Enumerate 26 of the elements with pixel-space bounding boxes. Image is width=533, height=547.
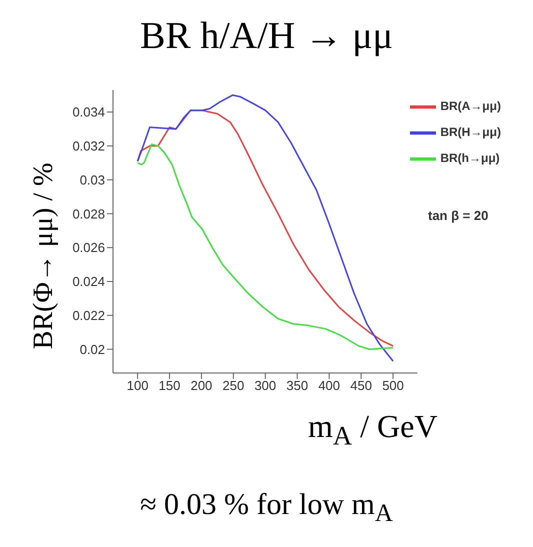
y-tick-label: 0.028 xyxy=(72,206,105,222)
chart-title: BR h/A/H → μμ xyxy=(139,14,394,58)
y-tick-label: 0.022 xyxy=(72,308,105,323)
y-tick-label: 0.03 xyxy=(80,172,105,188)
y-tick-label: 0.032 xyxy=(72,138,105,154)
y-tick-label: 0.034 xyxy=(72,104,105,120)
x-tick-label: 400 xyxy=(318,378,340,394)
y-axis-title: BR(Φ→ μμ) / % xyxy=(28,162,60,352)
x-tick-label: 350 xyxy=(286,378,308,394)
x-axis-title: m$_{A}$ / GeV xyxy=(308,408,438,452)
x-tick-label: 250 xyxy=(222,378,244,394)
x-tick-label: 200 xyxy=(190,378,212,394)
x-tick-label: 150 xyxy=(158,378,180,394)
y-tick-label: 0.02 xyxy=(80,342,105,357)
legend-label: BR(H→μμ) xyxy=(440,125,501,140)
legend-label: BR(h→μμ) xyxy=(440,151,500,166)
y-tick-label: 0.026 xyxy=(72,240,105,256)
y-tick-label: 0.024 xyxy=(72,274,105,290)
text: ≈ 0.03 % for low m$_{A}$ xyxy=(139,488,394,528)
x-tick-label: 300 xyxy=(254,378,276,394)
x-tick-label: 500 xyxy=(382,378,404,394)
line-series xyxy=(136,143,394,350)
text: tan β = 20 xyxy=(428,208,488,223)
x-tick-label: 100 xyxy=(126,378,148,394)
x-tick-label: 450 xyxy=(350,378,372,394)
legend-label: BR(A→μμ) xyxy=(440,99,501,114)
